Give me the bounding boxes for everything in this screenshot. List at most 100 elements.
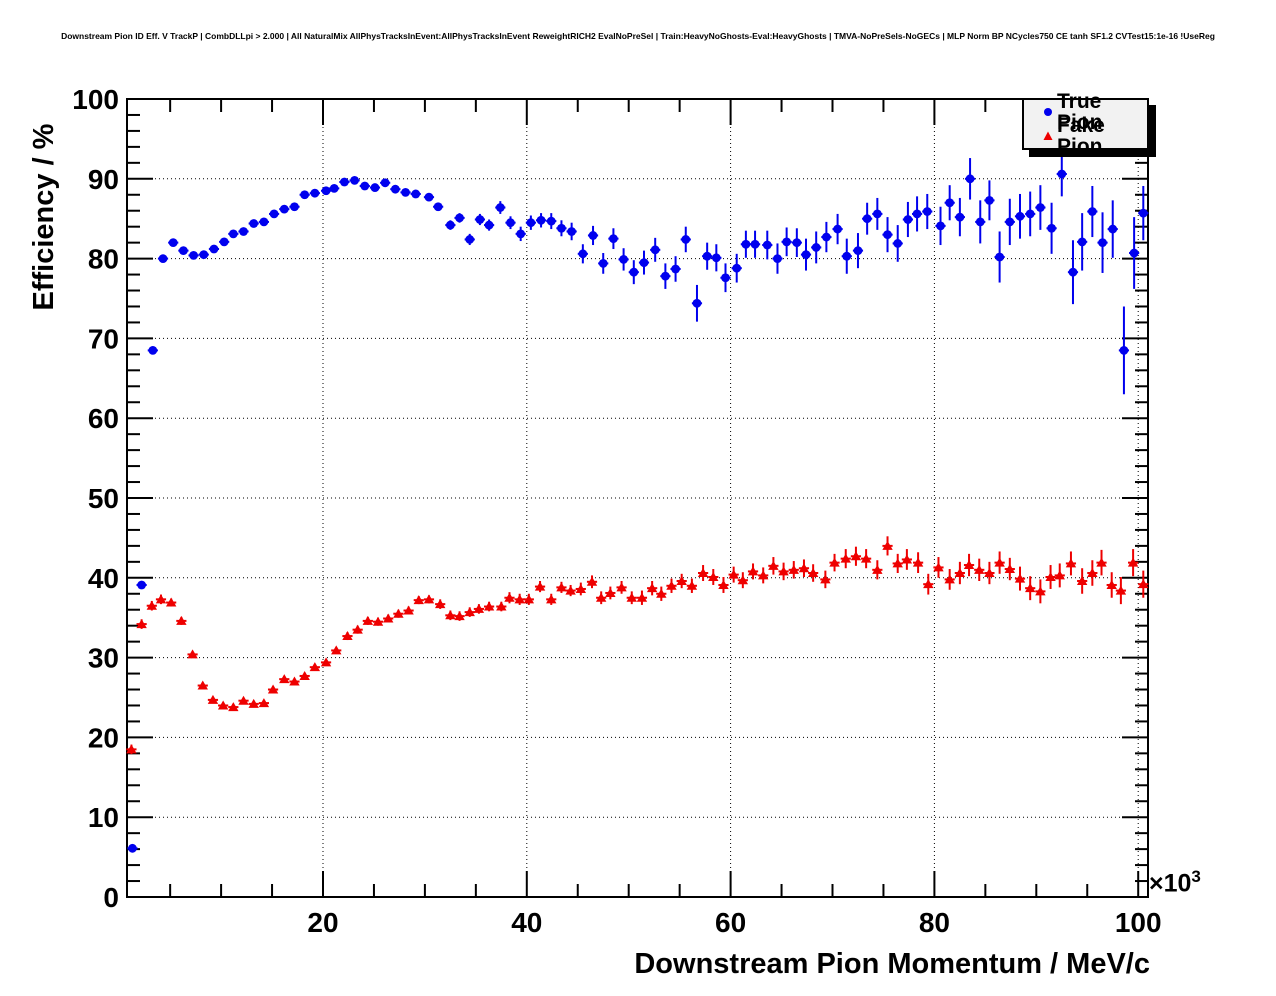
y-tick-label: 0	[103, 882, 119, 913]
data-point	[901, 554, 913, 564]
data-point	[495, 203, 505, 212]
data-point	[650, 245, 660, 255]
data-point	[455, 213, 464, 223]
data-point	[137, 580, 147, 590]
data-point	[483, 601, 495, 611]
data-point	[403, 605, 414, 615]
data-point	[912, 557, 924, 567]
data-point	[239, 227, 248, 236]
data-point	[893, 239, 903, 248]
data-point	[1005, 217, 1015, 227]
x-axis-title: Downstream Pion Momentum / MeV/c	[634, 948, 1150, 980]
data-point	[259, 217, 269, 227]
axis-tick-labels: 0 10 20 30 40 50 60 70 80 90 100 20 40 60 80 100	[72, 84, 1161, 938]
data-point	[1098, 238, 1107, 248]
data-point	[1087, 568, 1098, 578]
data-point	[586, 576, 598, 586]
data-point	[811, 243, 821, 252]
data-point	[1138, 579, 1149, 589]
data-point	[1106, 579, 1117, 589]
data-point	[595, 592, 607, 602]
data-point	[773, 254, 782, 263]
data-point	[984, 568, 995, 578]
data-point	[862, 214, 872, 224]
data-point	[872, 209, 882, 219]
data-point	[209, 244, 219, 254]
y-tick-label: 50	[88, 483, 119, 514]
data-point	[165, 597, 177, 607]
data-point	[936, 221, 945, 231]
plot-title: Downstream Pion ID Eff. V TrackP | CombD…	[61, 31, 1215, 41]
data-point	[136, 619, 147, 629]
data-point	[985, 195, 994, 205]
data-point	[807, 568, 819, 578]
data-point	[556, 582, 567, 592]
data-point	[912, 209, 922, 219]
data-point	[433, 202, 443, 212]
data-point	[536, 215, 546, 225]
data-point	[646, 583, 658, 593]
data-point	[598, 258, 608, 268]
data-point	[872, 564, 883, 574]
data-point	[329, 183, 339, 193]
data-point	[1096, 557, 1107, 567]
circle-marker-icon	[1044, 108, 1052, 116]
data-point	[732, 263, 742, 273]
data-point	[362, 615, 374, 625]
data-point	[860, 553, 872, 563]
plot-frame	[126, 98, 1149, 898]
data-point	[782, 237, 792, 247]
data-point	[565, 585, 576, 595]
data-point	[728, 569, 739, 579]
data-point	[413, 595, 424, 605]
y-tick-label: 100	[72, 84, 119, 115]
data-point	[557, 223, 566, 233]
data-point	[390, 184, 400, 194]
data-point	[1068, 267, 1078, 277]
legend-entry-fake-pion: Fake Pion	[1024, 115, 1147, 157]
data-point	[1129, 248, 1139, 258]
legend-label-fake-pion: Fake Pion	[1057, 114, 1105, 158]
data-point	[963, 560, 975, 570]
data-point	[454, 611, 465, 621]
data-point	[176, 615, 187, 625]
data-point	[187, 649, 198, 659]
data-point	[778, 566, 789, 576]
data-point	[853, 246, 863, 256]
data-point	[750, 239, 760, 249]
data-point	[768, 560, 779, 570]
data-point	[609, 234, 618, 244]
data-point	[788, 564, 799, 574]
x-tick-label: 40	[511, 907, 542, 938]
data-point	[1035, 586, 1046, 596]
data-point	[473, 603, 485, 613]
data-point	[484, 220, 494, 230]
data-point	[578, 249, 588, 259]
y-tick-label: 30	[88, 643, 119, 674]
data-point	[258, 698, 270, 708]
data-point	[616, 582, 627, 592]
data-point	[944, 574, 955, 584]
data-point	[1077, 237, 1087, 247]
data-point	[424, 192, 434, 202]
data-point	[758, 570, 769, 580]
data-point	[331, 645, 342, 655]
data-point	[352, 624, 363, 634]
data-point	[676, 575, 687, 585]
data-point	[922, 207, 932, 216]
legend-label-true-pion: True Pion	[1057, 90, 1103, 134]
data-point	[702, 251, 712, 261]
data-point	[711, 253, 721, 263]
data-point	[656, 588, 667, 598]
y-tick-label: 90	[88, 164, 119, 195]
data-point	[1127, 557, 1139, 567]
data-point	[903, 215, 913, 224]
data-point	[747, 566, 759, 576]
data-point	[197, 680, 208, 690]
data-point	[445, 220, 455, 230]
data-point	[883, 230, 892, 240]
data-point	[588, 231, 598, 240]
data-point	[300, 190, 310, 200]
data-point	[320, 657, 332, 667]
